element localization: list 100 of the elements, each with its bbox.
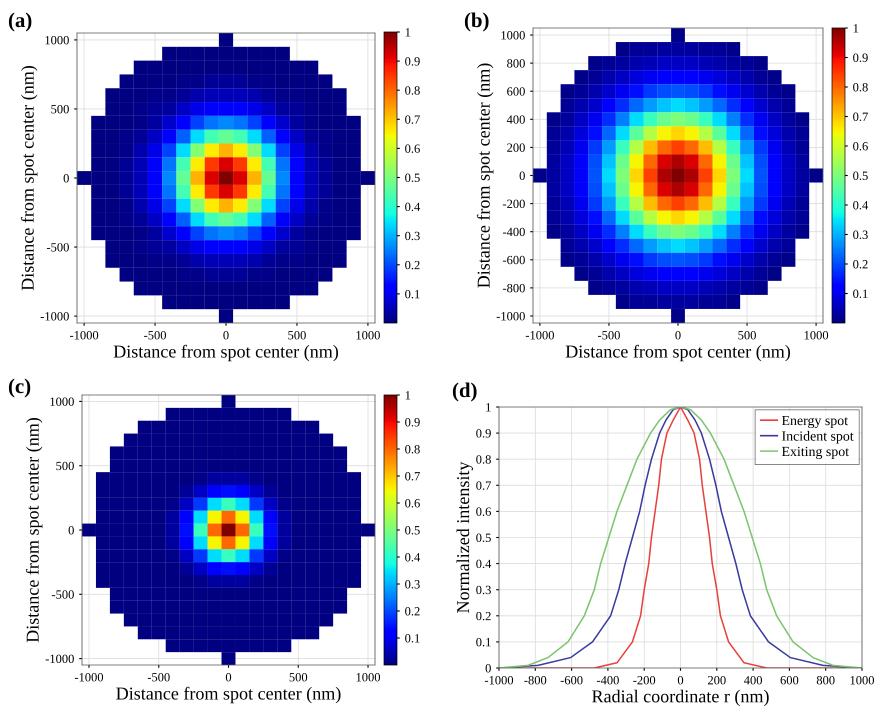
x-tick-label: -500 [148, 673, 170, 682]
y-tick-label: 0.2 [476, 612, 491, 620]
x-tick-label: 0 [675, 331, 681, 340]
color-bar-label: 0.2 [405, 260, 420, 270]
x-tick-label: 800 [816, 676, 835, 684]
x-tick-label: 0 [678, 676, 684, 684]
y-tick-label: 800 [507, 59, 525, 68]
y-tick-label: 600 [507, 87, 525, 96]
x-tick-label: 0 [223, 331, 229, 340]
color-bar-label: 0.1 [405, 290, 420, 298]
color-bar-label: 0.9 [405, 57, 420, 66]
x-tick-label: -200 [633, 676, 656, 684]
y-axis-title: Distance from spot center (nm) [476, 63, 494, 288]
y-tick-label: 0.9 [476, 429, 491, 438]
color-bar-label: 0.2 [853, 260, 868, 269]
y-tick-label: 0 [68, 526, 74, 534]
color-bar-label: 0.2 [405, 607, 420, 616]
x-tick-label: 1000 [804, 331, 828, 340]
x-tick-label: 500 [738, 331, 756, 340]
y-tick-label: 0 [64, 174, 69, 182]
color-bar-label: 0.5 [405, 174, 420, 182]
color-bar-label: 0.3 [853, 230, 868, 240]
y-tick-label: 0 [486, 664, 491, 672]
y-tick-label: 500 [51, 104, 69, 114]
x-tick-label: 1000 [850, 676, 874, 684]
y-tick-label: 400 [506, 115, 525, 124]
chart-title: (d) [452, 382, 477, 402]
y-tick-label: 500 [56, 462, 74, 470]
color-bar-label: 0.5 [853, 172, 868, 180]
chart-title: (a) [8, 12, 32, 32]
color-bar-label: 1 [854, 24, 858, 32]
y-tick-label: -1000 [40, 312, 69, 321]
y-tick-label: 0.5 [476, 534, 491, 542]
x-axis-title: Radial coordinate r (nm) [592, 690, 769, 706]
x-tick-label: 0 [226, 673, 232, 682]
y-tick-label: 0.3 [476, 586, 491, 594]
x-tick-label: -1000 [70, 331, 98, 340]
y-tick-label: -1000 [496, 312, 525, 320]
y-tick-label: 0.4 [476, 560, 492, 568]
x-tick-label: -1000 [74, 673, 104, 682]
y-tick-label: 0.1 [476, 638, 491, 646]
x-tick-label: 1000 [356, 673, 380, 682]
color-bar-label: 0.6 [405, 144, 420, 153]
x-tick-label: 1000 [356, 331, 380, 340]
y-tick-label: 0.7 [476, 481, 491, 490]
color-bar-label: 0.5 [405, 526, 420, 535]
y-tick-label: 1000 [501, 31, 525, 40]
legend-label: Incident spot [782, 430, 854, 444]
y-tick-label: 0 [520, 172, 525, 180]
y-tick-label: 1 [486, 403, 491, 412]
y-tick-label: 0.8 [476, 455, 491, 464]
color-bar-label: 0.8 [405, 445, 420, 454]
y-axis-title: Normalized intensity [456, 462, 473, 613]
x-tick-label: -600 [560, 676, 583, 684]
x-tick-label: -400 [596, 676, 619, 684]
color-bar-label: 0.1 [405, 634, 420, 643]
x-tick-label: 500 [290, 673, 308, 682]
color-bar-label: 0.8 [853, 83, 868, 92]
color-bar-label: 0.3 [405, 580, 420, 589]
color-bar-label: 0.4 [405, 553, 420, 562]
x-tick-label: -500 [144, 331, 166, 340]
chart-title: (b) [464, 12, 489, 32]
y-axis-title: Distance from spot center (nm) [20, 66, 38, 290]
y-tick-label: -600 [502, 256, 525, 264]
x-tick-label: 600 [780, 676, 798, 684]
y-tick-label: 0.6 [476, 507, 491, 516]
color-bar-label: 0.9 [853, 54, 868, 62]
x-axis-title: Distance from spot center (nm) [114, 344, 338, 362]
color-bar-label: 0.6 [405, 499, 420, 508]
color-bar-label: 0.3 [405, 232, 420, 240]
y-tick-label: -500 [46, 243, 69, 252]
color-bar-label: 0.4 [405, 202, 420, 212]
x-axis-title: Distance from spot center (nm) [116, 686, 341, 704]
color-bar-label: 0.8 [405, 86, 420, 95]
y-tick-label: 1000 [45, 36, 69, 44]
color-bar-label: 0.7 [405, 472, 420, 481]
color-bar-label: 0.9 [405, 418, 420, 427]
color-bar-label: 0.7 [853, 112, 868, 122]
color-bar-label: 0.7 [405, 115, 420, 124]
y-tick-label: -400 [502, 228, 525, 236]
x-axis-title: Distance from spot center (nm) [566, 344, 790, 362]
x-tick-label: -800 [524, 676, 546, 684]
x-tick-label: 400 [744, 676, 762, 684]
y-tick-label: -800 [502, 284, 525, 292]
x-tick-label: -500 [598, 331, 620, 340]
x-tick-label: 200 [708, 676, 726, 684]
color-bar-label: 0.6 [853, 142, 868, 151]
color-bar-label: 0.1 [853, 290, 868, 298]
x-tick-label: 500 [288, 331, 306, 340]
y-tick-label: -200 [502, 200, 525, 208]
legend-label: Exiting spot [782, 446, 849, 460]
color-bar-label: 0.4 [853, 201, 868, 210]
x-tick-label: -1000 [526, 331, 554, 340]
y-axis-title: Distance from spot center (nm) [26, 418, 42, 642]
chart-title: (c) [8, 378, 30, 398]
y-tick-label: -500 [52, 590, 74, 599]
line-series [499, 407, 862, 668]
color-bar-label: 1 [406, 28, 410, 36]
color-bar-label: 1 [406, 391, 410, 400]
y-tick-label: 200 [507, 143, 525, 152]
